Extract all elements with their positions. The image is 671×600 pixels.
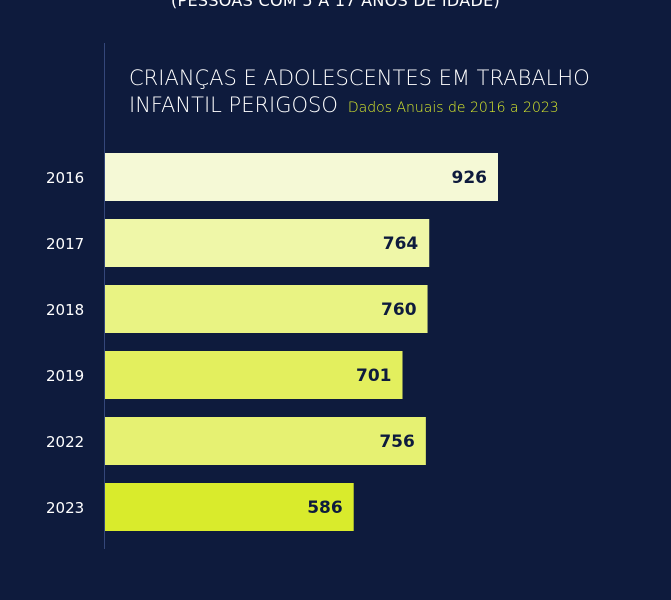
data-label-2023: 586 (307, 498, 343, 518)
bar-2017 (105, 219, 430, 267)
category-label-2022: 2022 (46, 433, 84, 451)
chart-title-line1: CRIANÇAS E ADOLESCENTES EM TRABALHO (129, 66, 590, 90)
category-label-2017: 2017 (46, 235, 84, 253)
category-label-2019: 2019 (46, 367, 84, 385)
top-note: (PESSOAS COM 5 A 17 ANOS DE IDADE) (170, 0, 501, 10)
data-label-2019: 701 (356, 366, 392, 386)
data-label-2016: 926 (452, 168, 488, 188)
category-label-2016: 2016 (46, 169, 84, 187)
chart-title-line2: INFANTIL PERIGOSO (129, 93, 338, 117)
data-label-2017: 764 (383, 234, 419, 254)
data-label-2018: 760 (381, 300, 417, 320)
bar-2023 (105, 483, 354, 531)
y-axis-line (104, 43, 105, 549)
chart-title: CRIANÇAS E ADOLESCENTES EM TRABALHO INFA… (129, 65, 590, 122)
bar-2022 (105, 417, 426, 465)
chart-subtitle: Dados Anuais de 2016 a 2023 (347, 100, 559, 116)
bar-2018 (105, 285, 428, 333)
bar-2019 (105, 351, 403, 399)
bar-2016 (105, 153, 498, 201)
data-label-2022: 756 (379, 432, 415, 452)
category-label-2023: 2023 (46, 499, 84, 517)
category-label-2018: 2018 (46, 301, 84, 319)
